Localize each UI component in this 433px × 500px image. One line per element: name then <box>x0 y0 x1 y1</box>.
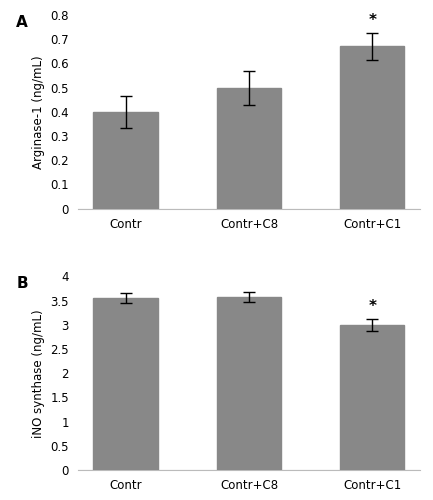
Text: A: A <box>16 15 28 30</box>
Bar <box>94 298 158 470</box>
Text: B: B <box>16 276 28 291</box>
Bar <box>340 46 404 208</box>
Bar <box>217 296 281 470</box>
Text: *: * <box>368 299 376 314</box>
Y-axis label: Arginase-1 (ng/mL): Arginase-1 (ng/mL) <box>32 55 45 168</box>
Bar <box>94 112 158 208</box>
Y-axis label: iNO synthase (ng/mL): iNO synthase (ng/mL) <box>32 309 45 438</box>
Bar <box>217 88 281 208</box>
Bar <box>340 325 404 470</box>
Text: *: * <box>368 14 376 28</box>
